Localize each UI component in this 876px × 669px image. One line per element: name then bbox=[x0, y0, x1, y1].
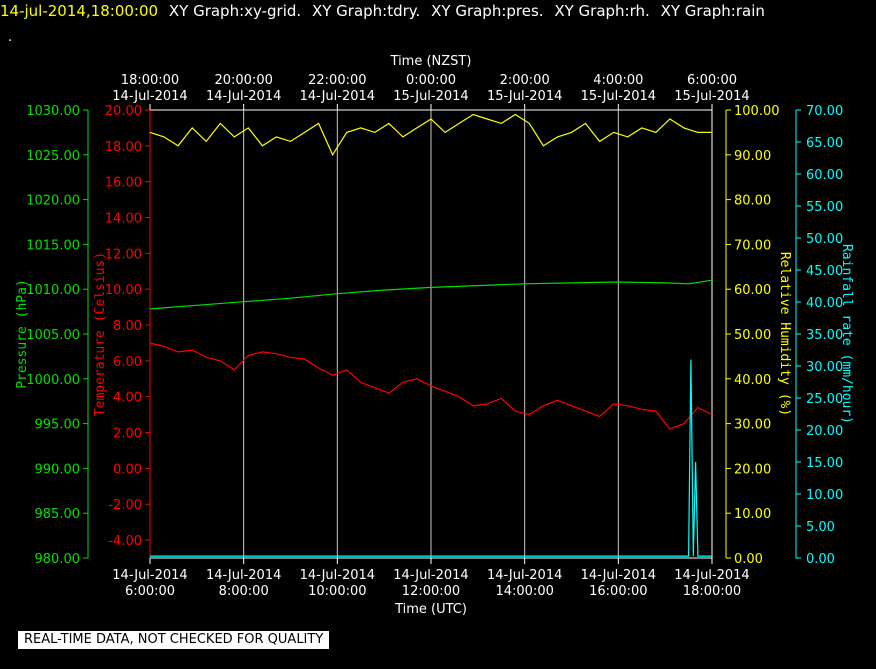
rain-series-line bbox=[150, 359, 712, 557]
rain-tick-label: 45.00 bbox=[806, 264, 843, 279]
graph-name-pres: XY Graph:pres. bbox=[431, 2, 544, 20]
rain-tick-label: 0.00 bbox=[806, 552, 835, 567]
temperature-tick-label: 4.00 bbox=[113, 391, 142, 406]
x-top-axis-title: Time (NZST) bbox=[390, 54, 472, 69]
x-top-tick-label: 15-Jul-2014 bbox=[674, 89, 749, 104]
pressure-tick-label: 1025.00 bbox=[26, 149, 80, 164]
x-bottom-tick-label: 16:00:00 bbox=[589, 584, 647, 599]
timestamp: 14-jul-2014,18:00:00 bbox=[0, 2, 159, 20]
x-top-tick-label: 4:00:00 bbox=[593, 73, 643, 88]
pressure-tick-label: 995.00 bbox=[35, 418, 81, 433]
humidity-tick-label: 50.00 bbox=[734, 328, 771, 343]
graph-name-xy-grid: XY Graph:xy-grid. bbox=[168, 2, 302, 20]
title-bar: 14-jul-2014,18:00:00 XY Graph:xy-grid. X… bbox=[0, 2, 876, 26]
rain-tick-label: 60.00 bbox=[806, 168, 843, 183]
x-bottom-tick-label: 14-Jul-2014 bbox=[393, 568, 468, 583]
pressure-tick-label: 980.00 bbox=[35, 552, 81, 567]
pressure-tick-label: 1000.00 bbox=[26, 373, 80, 388]
rain-tick-label: 70.00 bbox=[806, 104, 843, 119]
pressure-tick-label: 1010.00 bbox=[26, 283, 80, 298]
x-top-tick-label: 14-Jul-2014 bbox=[300, 89, 375, 104]
temperature-tick-label: 0.00 bbox=[113, 462, 142, 477]
rain-tick-label: 55.00 bbox=[806, 200, 843, 215]
humidity-tick-label: 60.00 bbox=[734, 283, 771, 298]
humidity-tick-label: 70.00 bbox=[734, 238, 771, 253]
x-top-tick-label: 2:00:00 bbox=[500, 73, 550, 88]
humidity-tick-label: 30.00 bbox=[734, 418, 771, 433]
humidity-tick-label: 10.00 bbox=[734, 507, 771, 522]
temperature-tick-label: 10.00 bbox=[105, 283, 142, 298]
x-bottom-tick-label: 10:00:00 bbox=[308, 584, 366, 599]
rain-tick-label: 35.00 bbox=[806, 328, 843, 343]
rain-tick-label: 30.00 bbox=[806, 360, 843, 375]
graph-name-rain: XY Graph:rain bbox=[660, 2, 765, 20]
temperature-tick-label: 8.00 bbox=[113, 319, 142, 334]
temperature-series-line bbox=[149, 342, 713, 430]
rain-axis-title: Rainfall rate (mm/hour) bbox=[839, 244, 854, 424]
rain-tick-label: 50.00 bbox=[806, 232, 843, 247]
x-top-tick-label: 20:00:00 bbox=[214, 73, 272, 88]
x-bottom-tick-label: 12:00:00 bbox=[402, 584, 460, 599]
rain-tick-label: 65.00 bbox=[806, 136, 843, 151]
pressure-series-line bbox=[149, 279, 713, 310]
x-top-tick-label: 15-Jul-2014 bbox=[393, 89, 468, 104]
pressure-tick-label: 1020.00 bbox=[26, 194, 80, 209]
rain-tick-label: 15.00 bbox=[806, 456, 843, 471]
pressure-tick-label: 1030.00 bbox=[26, 104, 80, 119]
x-bottom-tick-label: 6:00:00 bbox=[125, 584, 175, 599]
humidity-tick-label: 80.00 bbox=[734, 194, 771, 209]
humidity-series-line bbox=[149, 113, 712, 157]
temperature-tick-label: 20.00 bbox=[105, 104, 142, 119]
x-top-tick-label: 0:00:00 bbox=[406, 73, 456, 88]
temperature-tick-label: 2.00 bbox=[113, 427, 142, 442]
x-bottom-tick-label: 14-Jul-2014 bbox=[487, 568, 562, 583]
x-bottom-tick-label: 14-Jul-2014 bbox=[581, 568, 656, 583]
graph-name-tdry: XY Graph:tdry. bbox=[311, 2, 421, 20]
rain-tick-label: 10.00 bbox=[806, 488, 843, 503]
x-top-tick-label: 15-Jul-2014 bbox=[487, 89, 562, 104]
x-top-tick-label: 22:00:00 bbox=[308, 73, 366, 88]
temperature-tick-label: 14.00 bbox=[105, 212, 142, 227]
x-top-tick-label: 18:00:00 bbox=[121, 73, 179, 88]
header-dot: . bbox=[8, 30, 13, 45]
humidity-tick-label: 20.00 bbox=[734, 462, 771, 477]
rain-tick-label: 5.00 bbox=[806, 520, 835, 535]
temperature-tick-label: -4.00 bbox=[108, 534, 142, 549]
temperature-tick-label: -2.00 bbox=[108, 498, 142, 513]
rain-tick-label: 20.00 bbox=[806, 424, 843, 439]
pressure-tick-label: 1015.00 bbox=[26, 238, 80, 253]
pressure-tick-label: 990.00 bbox=[35, 462, 81, 477]
pressure-tick-label: 985.00 bbox=[35, 507, 81, 522]
humidity-tick-label: 0.00 bbox=[734, 552, 763, 567]
temperature-tick-label: 16.00 bbox=[105, 176, 142, 191]
graph-name-rh: XY Graph:rh. bbox=[554, 2, 650, 20]
pressure-axis-title: Pressure (hPa) bbox=[15, 279, 30, 389]
x-bottom-tick-label: 18:00:00 bbox=[683, 584, 741, 599]
rain-tick-label: 25.00 bbox=[806, 392, 843, 407]
x-top-tick-label: 14-Jul-2014 bbox=[206, 89, 281, 104]
x-top-tick-label: 14-Jul-2014 bbox=[112, 89, 187, 104]
humidity-tick-label: 100.00 bbox=[734, 104, 780, 119]
x-top-tick-label: 6:00:00 bbox=[687, 73, 737, 88]
x-bottom-axis-title: Time (UTC) bbox=[394, 602, 467, 617]
temperature-tick-label: 6.00 bbox=[113, 355, 142, 370]
x-bottom-tick-label: 14-Jul-2014 bbox=[674, 568, 749, 583]
x-top-tick-label: 15-Jul-2014 bbox=[581, 89, 656, 104]
humidity-tick-label: 40.00 bbox=[734, 373, 771, 388]
temperature-tick-label: 12.00 bbox=[105, 247, 142, 262]
disclaimer-label: REAL-TIME DATA, NOT CHECKED FOR QUALITY bbox=[18, 631, 330, 649]
x-bottom-tick-label: 8:00:00 bbox=[219, 584, 269, 599]
pressure-tick-label: 1005.00 bbox=[26, 328, 80, 343]
temperature-tick-label: 18.00 bbox=[105, 140, 142, 155]
x-bottom-tick-label: 14:00:00 bbox=[495, 584, 553, 599]
humidity-axis-title: Relative Humidity (%) bbox=[777, 252, 792, 416]
x-bottom-tick-label: 14-Jul-2014 bbox=[206, 568, 281, 583]
x-bottom-tick-label: 14-Jul-2014 bbox=[300, 568, 375, 583]
temperature-axis-title: Temperature (Celsius) bbox=[93, 252, 108, 416]
humidity-tick-label: 90.00 bbox=[734, 149, 771, 164]
rain-tick-label: 40.00 bbox=[806, 296, 843, 311]
x-bottom-tick-label: 14-Jul-2014 bbox=[112, 568, 187, 583]
